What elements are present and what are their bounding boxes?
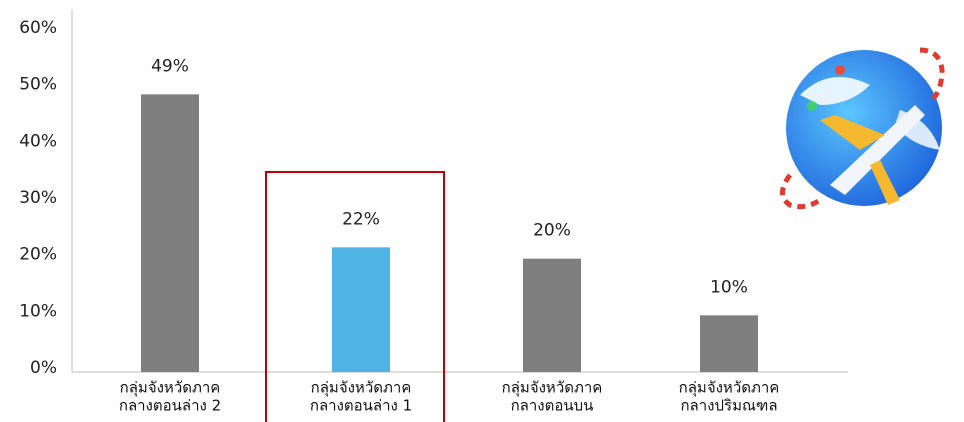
y-tick-label: 0% xyxy=(30,358,57,378)
y-tick-label: 30% xyxy=(19,188,57,208)
y-tick-label: 60% xyxy=(19,18,57,38)
bar xyxy=(700,315,758,372)
y-tick-label: 50% xyxy=(19,75,57,95)
y-tick-label: 40% xyxy=(19,131,57,151)
value-label: 20% xyxy=(533,221,571,241)
highlight-box xyxy=(265,171,445,422)
x-tick-label: กลุ่มจังหวัดภาค xyxy=(120,379,221,398)
bar xyxy=(332,247,390,372)
x-tick-label: กลุ่มจังหวัดภาค xyxy=(311,379,412,398)
y-tick-label: 20% xyxy=(19,245,57,265)
x-tick-label: กลางปริมณฑล xyxy=(680,397,777,415)
bar xyxy=(523,258,581,372)
x-tick-label: กลางตอนล่าง 2 xyxy=(119,397,221,415)
x-tick-label: กลางตอนล่าง 1 xyxy=(310,397,412,415)
value-label: 10% xyxy=(710,277,748,297)
value-label: 49% xyxy=(151,56,189,76)
x-tick-label: กลุ่มจังหวัดภาค xyxy=(679,379,780,398)
x-tick-label: กลุ่มจังหวัดภาค xyxy=(502,379,603,398)
x-tick-label: กลางตอนบน xyxy=(511,397,594,415)
y-tick-label: 10% xyxy=(19,301,57,321)
value-label: 22% xyxy=(342,209,380,229)
bar xyxy=(141,94,199,372)
globe-icon xyxy=(780,47,945,210)
